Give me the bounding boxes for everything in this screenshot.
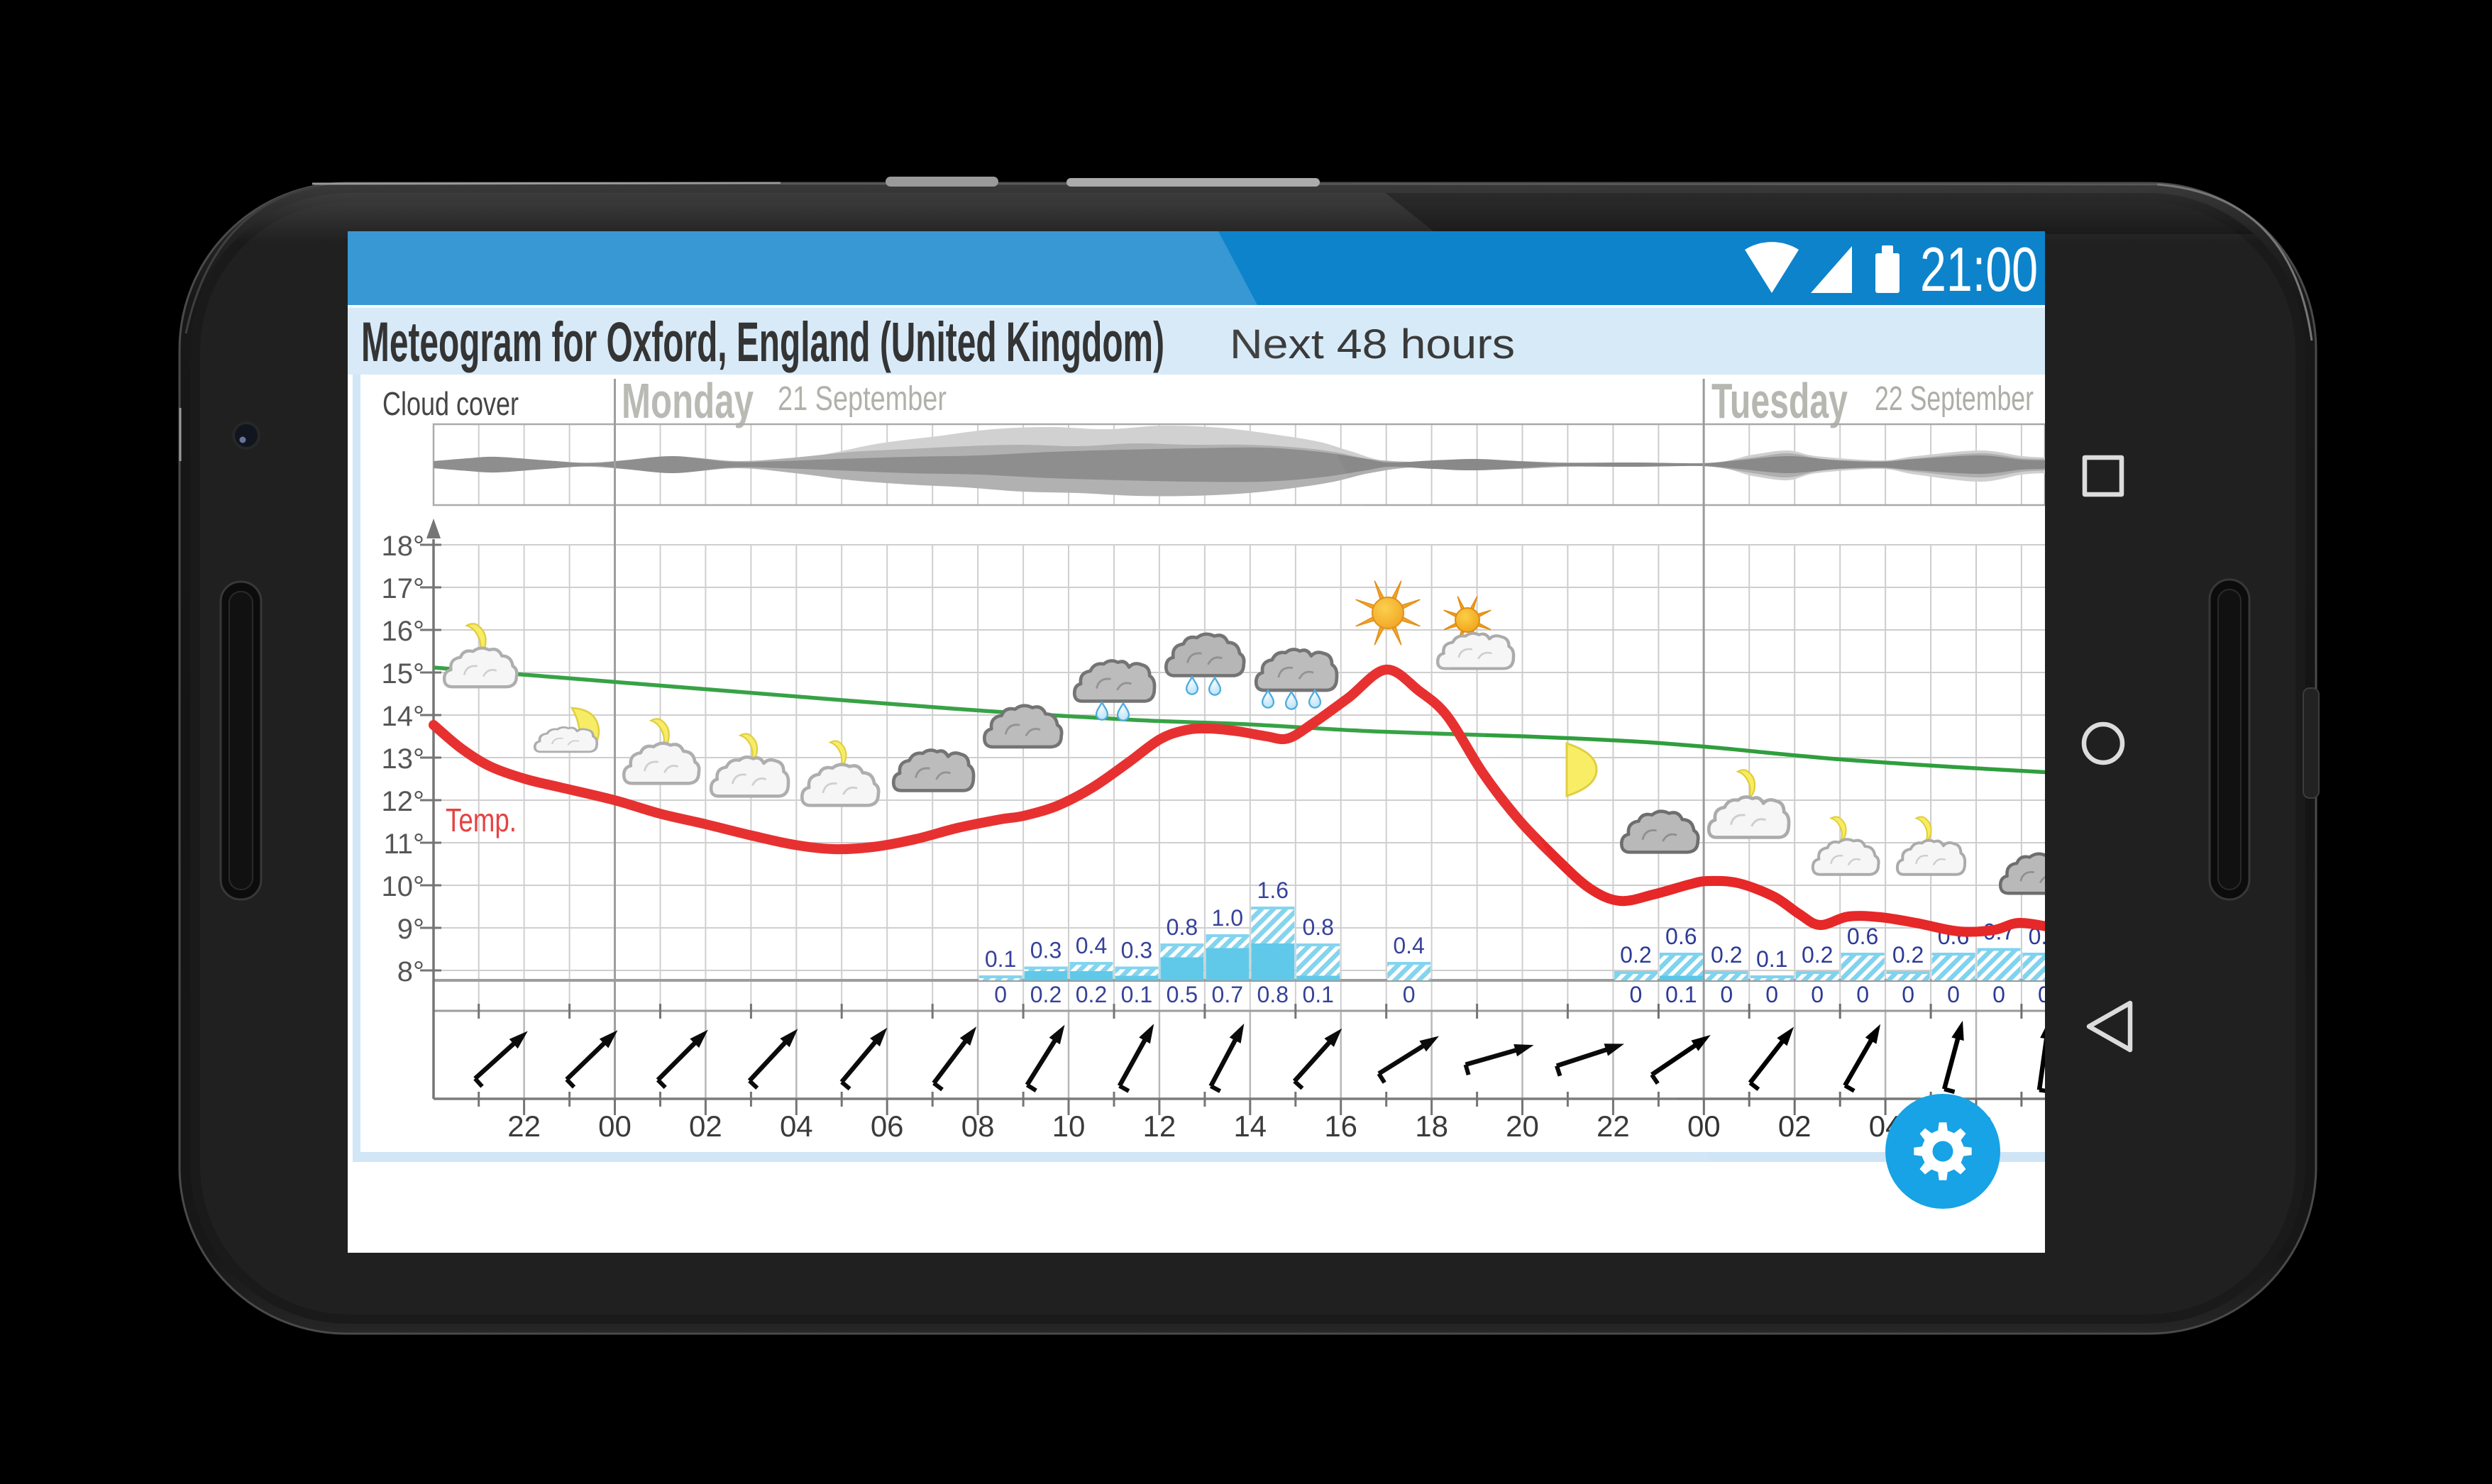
svg-text:0.1: 0.1 — [1665, 982, 1697, 1007]
svg-text:21:00: 21:00 — [1920, 234, 2038, 304]
svg-text:0.6: 0.6 — [1665, 924, 1697, 949]
svg-text:22 September: 22 September — [1875, 380, 2034, 418]
svg-text:0: 0 — [994, 982, 1007, 1007]
svg-text:0.4: 0.4 — [1393, 933, 1424, 958]
svg-text:0.2: 0.2 — [1892, 942, 1924, 968]
svg-text:0.6: 0.6 — [1847, 924, 1878, 949]
svg-text:08: 08 — [961, 1109, 995, 1143]
svg-text:0.3: 0.3 — [1121, 938, 1152, 963]
svg-text:10°: 10° — [382, 871, 425, 902]
svg-text:17°: 17° — [382, 573, 425, 604]
svg-text:0: 0 — [1811, 982, 1824, 1007]
svg-text:20: 20 — [1506, 1109, 1539, 1143]
svg-text:1.6: 1.6 — [1257, 877, 1289, 903]
svg-text:0: 0 — [1856, 982, 1869, 1007]
svg-text:22: 22 — [1597, 1109, 1630, 1143]
svg-text:8°: 8° — [397, 956, 424, 987]
svg-text:16°: 16° — [382, 616, 425, 647]
svg-text:0.1: 0.1 — [1302, 982, 1333, 1007]
svg-text:18: 18 — [1415, 1109, 1448, 1143]
svg-text:18°: 18° — [382, 531, 425, 562]
svg-text:02: 02 — [689, 1109, 722, 1143]
svg-text:0.2: 0.2 — [1802, 942, 1833, 968]
svg-text:0: 0 — [1947, 982, 1960, 1007]
svg-text:0.8: 0.8 — [1167, 914, 1198, 940]
svg-text:0.8: 0.8 — [1257, 982, 1289, 1007]
svg-text:0.8: 0.8 — [1302, 914, 1333, 940]
svg-text:0: 0 — [1403, 982, 1416, 1007]
svg-text:04: 04 — [780, 1109, 813, 1143]
svg-text:Cloud cover: Cloud cover — [382, 385, 519, 422]
svg-text:0: 0 — [2038, 982, 2051, 1007]
svg-text:21 September: 21 September — [778, 380, 947, 418]
svg-text:0: 0 — [1902, 982, 1914, 1007]
svg-text:0: 0 — [1992, 982, 2005, 1007]
svg-text:0.1: 0.1 — [985, 946, 1016, 972]
svg-text:06: 06 — [871, 1109, 904, 1143]
svg-text:00: 00 — [598, 1109, 632, 1143]
svg-text:10: 10 — [1052, 1109, 1086, 1143]
svg-text:14: 14 — [1233, 1109, 1267, 1143]
svg-text:Next 48 hours: Next 48 hours — [1230, 321, 1515, 367]
svg-text:13°: 13° — [382, 743, 425, 775]
svg-text:0.3: 0.3 — [1030, 938, 1062, 963]
svg-text:0.2: 0.2 — [1076, 982, 1107, 1007]
svg-text:Monday: Monday — [622, 373, 754, 428]
svg-text:0.2: 0.2 — [1711, 942, 1742, 968]
svg-text:Tuesday: Tuesday — [1711, 373, 1848, 428]
svg-text:14°: 14° — [382, 701, 425, 732]
svg-text:0.4: 0.4 — [1076, 933, 1107, 958]
svg-text:0: 0 — [1630, 982, 1643, 1007]
svg-text:0.7: 0.7 — [1212, 982, 1243, 1007]
svg-text:00: 00 — [1687, 1109, 1721, 1143]
svg-text:16: 16 — [1324, 1109, 1357, 1143]
svg-text:15°: 15° — [382, 658, 425, 690]
svg-text:0.2: 0.2 — [1620, 942, 1651, 968]
svg-text:0.1: 0.1 — [1756, 946, 1787, 972]
svg-text:1.0: 1.0 — [1212, 905, 1243, 931]
svg-text:Meteogram for Oxford, England: Meteogram for Oxford, England (United Ki… — [361, 310, 1164, 373]
svg-text:0.1: 0.1 — [1121, 982, 1152, 1007]
svg-text:0.5: 0.5 — [1167, 982, 1198, 1007]
svg-text:0: 0 — [1765, 982, 1778, 1007]
svg-text:12: 12 — [1143, 1109, 1176, 1143]
svg-text:Temp.: Temp. — [446, 802, 517, 838]
svg-text:0.2: 0.2 — [1030, 982, 1062, 1007]
svg-text:22: 22 — [507, 1109, 541, 1143]
svg-text:12°: 12° — [382, 786, 425, 817]
svg-text:02: 02 — [1778, 1109, 1812, 1143]
svg-text:9°: 9° — [397, 914, 424, 945]
svg-text:11°: 11° — [383, 829, 424, 860]
svg-text:0: 0 — [1720, 982, 1733, 1007]
